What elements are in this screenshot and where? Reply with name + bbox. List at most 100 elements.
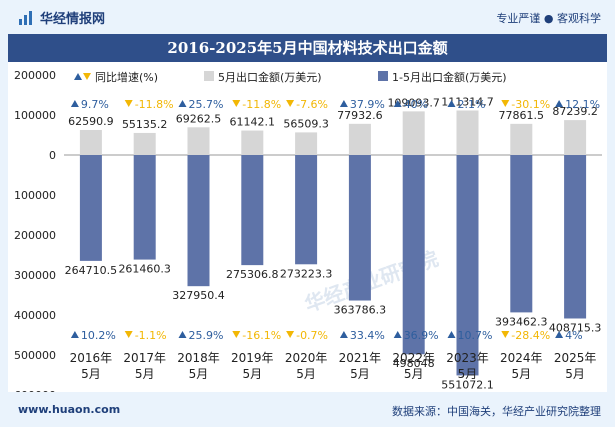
x-tick-label: 2023年 5月 bbox=[446, 351, 489, 381]
x-tick-label: 2021年 5月 bbox=[339, 351, 382, 381]
growth-up-triangle-icon bbox=[178, 100, 187, 107]
data-label-month: 87239.2 bbox=[552, 105, 598, 118]
growth-label-cum: 4% bbox=[565, 329, 582, 342]
bar-month bbox=[510, 123, 533, 155]
growth-down-triangle-icon bbox=[286, 100, 295, 107]
data-label-month: 61142.1 bbox=[230, 116, 276, 129]
growth-down-triangle-icon bbox=[124, 100, 133, 107]
growth-label-cum: 25.9% bbox=[189, 329, 224, 342]
growth-up-triangle-icon bbox=[178, 331, 187, 338]
bar-cum bbox=[241, 155, 264, 266]
data-label-cum: 408715.3 bbox=[549, 321, 602, 334]
growth-up-triangle-icon bbox=[339, 331, 348, 338]
y-tick-label: 100000 bbox=[14, 189, 56, 202]
growth-label-month: 25.7% bbox=[189, 98, 224, 111]
brand-logo-icon bbox=[19, 10, 32, 25]
growth-up-triangle-icon bbox=[447, 100, 456, 107]
growth-label-month: 2.1% bbox=[458, 98, 486, 111]
footer-source: 数据来源：中国海关，华经产业研究院整理 bbox=[392, 405, 601, 418]
x-tick-label: 2018年 5月 bbox=[177, 351, 220, 381]
legend-month-swatch bbox=[204, 71, 214, 81]
legend-cum-swatch bbox=[378, 71, 388, 81]
data-label-month: 69262.5 bbox=[176, 112, 222, 125]
bar-cum bbox=[564, 155, 587, 319]
data-label-month: 62590.9 bbox=[68, 115, 114, 128]
legend-growth-label: 同比增速(%) bbox=[95, 70, 158, 84]
data-label-cum: 393462.3 bbox=[495, 315, 548, 328]
bar-cum bbox=[510, 155, 533, 313]
bar-month bbox=[456, 110, 479, 155]
bar-month bbox=[187, 127, 210, 155]
growth-down-triangle-icon bbox=[501, 331, 510, 338]
growth-label-cum: -16.1% bbox=[242, 329, 281, 342]
bar-month bbox=[295, 132, 318, 155]
growth-label-cum: 33.4% bbox=[350, 329, 385, 342]
growth-label-month: 9.7% bbox=[81, 98, 109, 111]
growth-up-triangle-icon bbox=[70, 331, 79, 338]
data-label-month: 77861.5 bbox=[499, 109, 545, 122]
x-tick-label: 2020年 5月 bbox=[285, 351, 328, 381]
data-label-cum: 273223.3 bbox=[280, 267, 333, 280]
growth-up-triangle-icon bbox=[393, 331, 402, 338]
bar-cum bbox=[402, 155, 425, 355]
growth-label-month: 12.1% bbox=[565, 98, 600, 111]
bar-cum bbox=[456, 155, 479, 376]
legend-cum-label: 1-5月出口金额(万美元) bbox=[392, 70, 507, 84]
chart-title-bar: 2016-2025年5月中国材料技术出口金额 bbox=[8, 34, 607, 62]
growth-label-cum: 36.9% bbox=[404, 329, 439, 342]
data-label-month: 55135.2 bbox=[122, 118, 168, 131]
brand[interactable]: 华经情报网 bbox=[18, 8, 105, 27]
header-bar: 华经情报网 专业严谨 ● 客观科学 bbox=[0, 0, 615, 34]
x-tick-label: 2019年 5月 bbox=[231, 351, 274, 381]
data-label-cum: 363786.3 bbox=[334, 304, 387, 317]
data-label-month: 56509.3 bbox=[283, 117, 329, 130]
growth-down-triangle-icon bbox=[286, 331, 295, 338]
data-label-cum: 275306.8 bbox=[226, 268, 279, 281]
growth-label-month: -11.8% bbox=[135, 98, 174, 111]
growth-up-triangle-icon bbox=[70, 100, 79, 107]
data-label-month: 77932.6 bbox=[337, 109, 383, 122]
tagline: 专业严谨 ● 客观科学 bbox=[496, 12, 601, 25]
growth-up-triangle-icon bbox=[339, 100, 348, 107]
bar-month bbox=[564, 120, 587, 155]
bar-cum bbox=[295, 155, 318, 265]
growth-label-cum: -0.7% bbox=[296, 329, 328, 342]
growth-label-cum: -1.1% bbox=[135, 329, 167, 342]
y-tick-label: 200000 bbox=[14, 69, 56, 82]
growth-up-triangle-icon bbox=[555, 100, 564, 107]
data-label-cum: 261460.3 bbox=[118, 263, 171, 276]
growth-up-triangle-icon bbox=[393, 100, 402, 107]
growth-down-triangle-icon bbox=[501, 100, 510, 107]
bar-month bbox=[402, 111, 425, 155]
bar-month bbox=[241, 130, 264, 155]
bar-month bbox=[348, 123, 371, 155]
legend-up-triangle-icon bbox=[74, 73, 82, 80]
growth-down-triangle-icon bbox=[232, 331, 241, 338]
footer-url[interactable]: www.huaon.com bbox=[18, 403, 121, 416]
growth-label-month: 37.9% bbox=[350, 98, 385, 111]
bar-month bbox=[79, 129, 102, 155]
data-label-cum: 264710.5 bbox=[65, 264, 118, 277]
x-tick-label: 2024年 5月 bbox=[500, 351, 543, 381]
y-tick-label: 200000 bbox=[14, 229, 56, 242]
growth-label-cum: -28.4% bbox=[511, 329, 550, 342]
growth-label-cum: 10.7% bbox=[458, 329, 493, 342]
data-label-cum: 498048 bbox=[393, 357, 435, 370]
y-tick-label: 100000 bbox=[14, 109, 56, 122]
brand-name: 华经情报网 bbox=[40, 12, 106, 27]
bar-month bbox=[133, 132, 156, 155]
data-label-cum: 551072.1 bbox=[441, 378, 494, 391]
x-tick-label: 2025年 5月 bbox=[554, 351, 597, 381]
x-tick-label: 2022年 5月 bbox=[392, 351, 435, 381]
growth-label-month: -30.1% bbox=[511, 98, 550, 111]
x-tick-label: 2017年 5月 bbox=[123, 351, 166, 381]
legend-month-label: 5月出口金额(万美元) bbox=[218, 70, 322, 84]
bar-cum bbox=[187, 155, 210, 287]
growth-label-cum: 10.2% bbox=[81, 329, 116, 342]
chart-area: 华经产业研究院 同比增速(%) 5月出口金额(万美元) 1-5月出口金额(万美元) 20… bbox=[8, 62, 607, 402]
footer-bar: www.huaon.com 数据来源：中国海关，华经产业研究院整理 bbox=[0, 394, 615, 427]
y-tick-label: 0 bbox=[49, 149, 56, 162]
growth-down-triangle-icon bbox=[124, 331, 133, 338]
growth-up-triangle-icon bbox=[555, 331, 564, 338]
